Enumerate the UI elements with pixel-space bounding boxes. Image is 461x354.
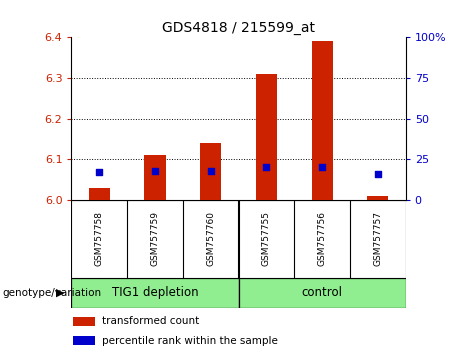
Point — [95, 170, 103, 175]
Title: GDS4818 / 215599_at: GDS4818 / 215599_at — [162, 21, 315, 35]
Text: GSM757755: GSM757755 — [262, 211, 271, 267]
Text: GSM757759: GSM757759 — [150, 211, 160, 267]
Bar — [312, 41, 333, 200]
Text: percentile rank within the sample: percentile rank within the sample — [102, 336, 278, 346]
Text: transformed count: transformed count — [102, 316, 199, 326]
Text: GSM757757: GSM757757 — [373, 211, 382, 267]
Bar — [200, 143, 221, 200]
Bar — [89, 188, 110, 200]
Text: TIG1 depletion: TIG1 depletion — [112, 286, 198, 299]
Point — [319, 165, 326, 170]
Text: GSM757758: GSM757758 — [95, 211, 104, 267]
Text: ▶: ▶ — [56, 288, 64, 298]
Bar — [144, 155, 165, 200]
Point — [374, 171, 382, 177]
Text: control: control — [301, 286, 343, 299]
Bar — [73, 316, 95, 326]
Bar — [71, 278, 239, 308]
Text: GSM757760: GSM757760 — [206, 211, 215, 267]
Text: genotype/variation: genotype/variation — [2, 288, 101, 298]
Text: GSM757756: GSM757756 — [318, 211, 327, 267]
Point — [151, 168, 159, 173]
Point — [207, 168, 214, 173]
Bar — [73, 336, 95, 346]
Bar — [256, 74, 277, 200]
Point — [263, 165, 270, 170]
Bar — [239, 278, 406, 308]
Bar — [367, 196, 389, 200]
